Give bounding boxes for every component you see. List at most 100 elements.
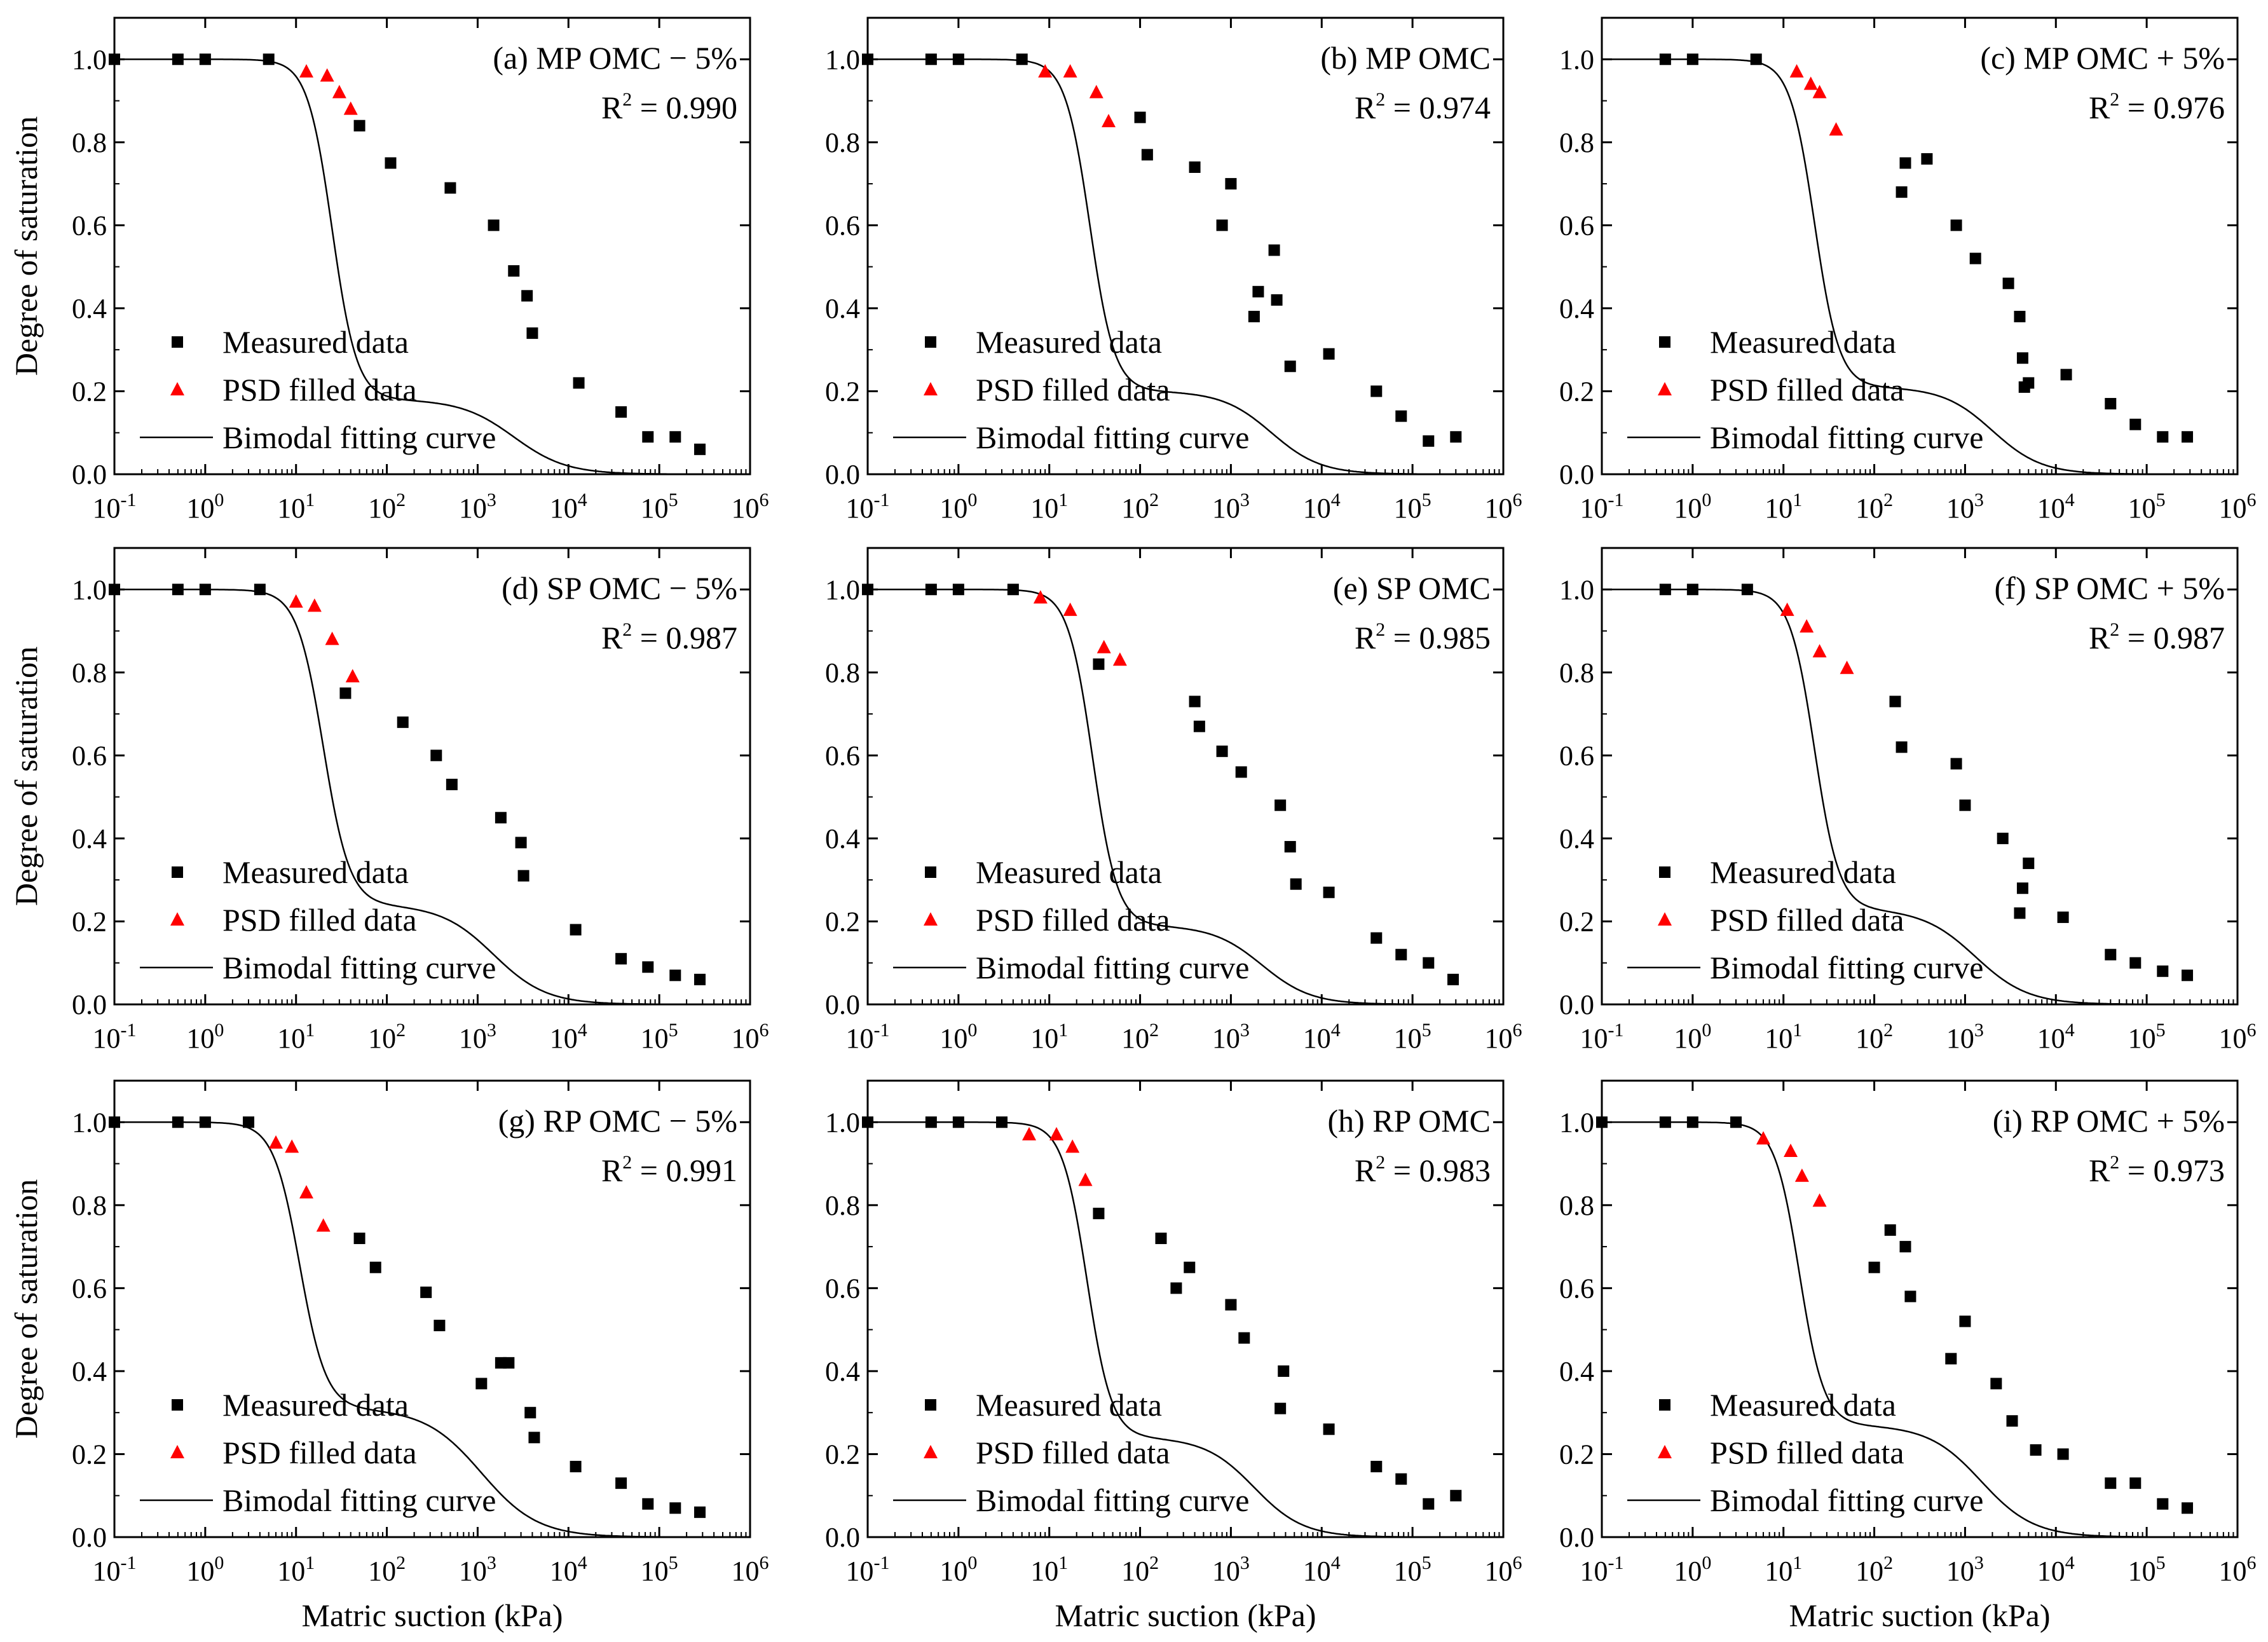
measured-point xyxy=(1899,1241,1911,1253)
y-tick-label: 0.2 xyxy=(825,376,860,407)
y-tick-label: 0.2 xyxy=(1559,376,1594,407)
measured-point xyxy=(1370,1461,1383,1473)
x-tick-label: 100 xyxy=(939,1020,977,1054)
y-tick-label: 0.8 xyxy=(72,657,107,688)
panel-title: (d) SP OMC − 5% xyxy=(502,570,737,606)
measured-point xyxy=(1093,658,1105,670)
x-tick-label: 10-1 xyxy=(93,489,137,524)
r2-label: R2 = 0.990 xyxy=(601,89,737,125)
measured-point xyxy=(1093,1207,1105,1219)
psd-point xyxy=(1780,602,1794,616)
y-tick-label: 0.4 xyxy=(1559,293,1594,324)
measured-point xyxy=(1274,799,1287,811)
psd-point xyxy=(307,598,322,612)
y-tick-label: 0.6 xyxy=(1559,1273,1594,1304)
measured-point xyxy=(1889,695,1901,708)
x-tick-label: 101 xyxy=(1765,1020,1802,1054)
psd-point xyxy=(1800,619,1814,633)
measured-point xyxy=(2157,1498,2169,1510)
y-tick-label: 0.2 xyxy=(72,906,107,937)
x-tick-label: 104 xyxy=(2037,1552,2075,1587)
legend-measured-marker xyxy=(172,336,183,348)
psd-point xyxy=(1789,64,1804,78)
measured-point xyxy=(2014,907,2026,919)
psd-point xyxy=(269,1135,284,1149)
psd-point xyxy=(1812,1193,1827,1207)
measured-point xyxy=(669,431,681,443)
psd-point xyxy=(345,669,360,683)
measured-point xyxy=(1216,745,1228,757)
measured-point xyxy=(1686,53,1698,65)
x-tick-label: 101 xyxy=(1765,489,1802,524)
measured-point xyxy=(385,157,397,169)
measured-point xyxy=(172,53,184,65)
measured-point xyxy=(996,1116,1008,1128)
measured-point xyxy=(263,53,275,65)
x-tick-label: 102 xyxy=(1855,1020,1893,1054)
x-tick-label: 104 xyxy=(1303,1020,1341,1054)
y-tick-label: 0.8 xyxy=(1559,657,1594,688)
y-tick-label: 0.4 xyxy=(72,293,107,324)
legend-psd-label: PSD filled data xyxy=(1710,1435,1904,1470)
panel-title: (f) SP OMC + 5% xyxy=(1995,570,2225,606)
psd-point xyxy=(1065,1139,1080,1153)
measured-point xyxy=(1730,1116,1742,1128)
r2-label: R2 = 0.976 xyxy=(2089,89,2225,125)
y-tick-label: 1.0 xyxy=(1559,1107,1594,1138)
x-tick-label: 104 xyxy=(1303,1552,1341,1587)
y-tick-label: 1.0 xyxy=(825,574,860,605)
x-tick-label: 100 xyxy=(939,489,977,524)
y-tick-label: 0.4 xyxy=(825,293,860,324)
measured-point xyxy=(2129,1477,2142,1489)
chart-panel-3: 10-1 100 101 102 103 104 105 106 0.0 0.2 0.4 0.6 0.8… xyxy=(1559,17,2257,524)
measured-point xyxy=(2182,1502,2194,1514)
x-tick-label: 105 xyxy=(2128,489,2166,524)
measured-point xyxy=(1184,1261,1196,1273)
x-tick-label: 105 xyxy=(641,489,678,524)
measured-point xyxy=(2157,431,2169,443)
measured-point xyxy=(1007,584,1019,596)
x-tick-label: 102 xyxy=(368,1552,406,1587)
x-tick-label: 101 xyxy=(1765,1552,1802,1587)
psd-point xyxy=(332,85,346,99)
y-tick-label: 1.0 xyxy=(825,44,860,75)
measured-point xyxy=(1268,244,1280,256)
measured-point xyxy=(1686,1116,1698,1128)
measured-point xyxy=(1193,720,1205,732)
legend-curve-label: Bimodal fitting curve xyxy=(976,950,1249,985)
y-tick-label: 0.8 xyxy=(825,127,860,158)
x-tick-label: 101 xyxy=(1030,1552,1068,1587)
x-tick-label: 106 xyxy=(2219,1552,2257,1587)
y-tick-label: 1.0 xyxy=(72,574,107,605)
r2-label: R2 = 0.974 xyxy=(1355,89,1491,125)
psd-point xyxy=(1812,85,1827,99)
legend-psd-marker xyxy=(924,382,938,395)
legend-psd-marker xyxy=(170,1445,184,1458)
legend-measured-marker xyxy=(925,1399,936,1411)
plot-frame xyxy=(1601,1079,2239,1538)
y-tick-label: 1.0 xyxy=(72,44,107,75)
measured-point xyxy=(1423,957,1435,969)
measured-point xyxy=(503,1357,515,1369)
x-tick-label: 104 xyxy=(550,1552,587,1587)
measured-point xyxy=(1248,310,1260,322)
r2-label: R2 = 0.973 xyxy=(2089,1152,2225,1188)
x-tick-label: 106 xyxy=(1485,489,1522,524)
chart-panel-7: 10-1 100 101 102 103 104 105 106 0.0 0.2 0.4 0.6 0.8… xyxy=(8,1079,769,1633)
psd-point xyxy=(343,101,358,115)
measured-point xyxy=(694,973,706,985)
measured-point xyxy=(488,219,500,231)
measured-point xyxy=(925,584,937,596)
measured-point xyxy=(2129,957,2142,969)
measured-point xyxy=(1134,111,1146,123)
measured-point xyxy=(2057,911,2069,923)
x-tick-label: 104 xyxy=(1303,489,1341,524)
y-tick-label: 1.0 xyxy=(72,1107,107,1138)
measured-point xyxy=(1395,410,1407,422)
x-tick-label: 10-1 xyxy=(846,489,890,524)
legend-measured-label: Measured data xyxy=(222,854,409,890)
measured-point xyxy=(1969,252,1981,264)
measured-point xyxy=(2157,965,2169,977)
measured-point xyxy=(2002,277,2014,289)
x-tick-label: 101 xyxy=(277,489,315,524)
